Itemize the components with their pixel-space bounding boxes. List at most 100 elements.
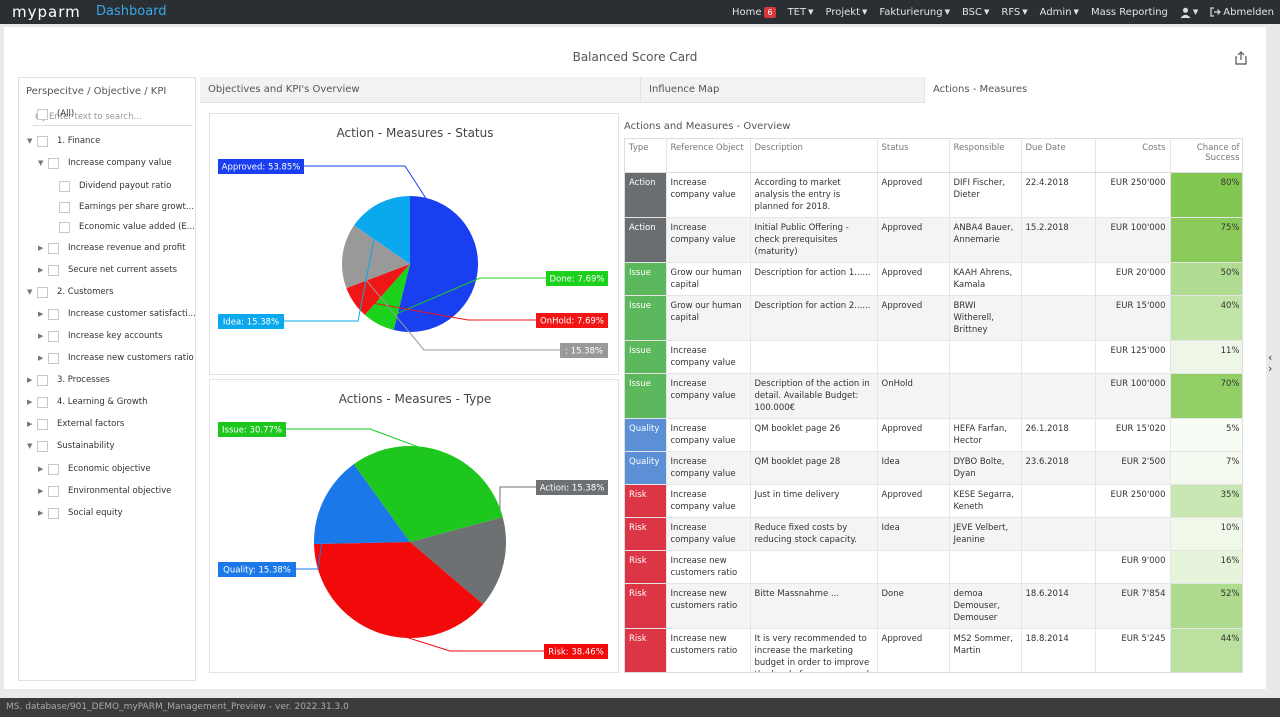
table-row[interactable]: Quality Increase company value QM booklet … (625, 418, 1242, 452)
table-row[interactable]: Issue Grow our human capital Description f… (625, 262, 1242, 296)
expand-right-icon[interactable]: ▶ (38, 310, 44, 318)
table-row[interactable]: Issue Increase company value Description o… (625, 373, 1242, 419)
tree-item[interactable]: (All) (27, 106, 74, 122)
app-logo[interactable]: myparm (12, 3, 81, 21)
tab-2[interactable]: Actions - Measures (924, 77, 1252, 103)
tree-item[interactable]: ▶ 4. Learning & Growth (27, 394, 148, 410)
share-icon[interactable] (1234, 51, 1248, 65)
column-header[interactable]: Reference Object (666, 139, 751, 173)
logout-button[interactable]: Abmelden (1210, 7, 1274, 18)
tree-checkbox[interactable] (48, 463, 59, 475)
table-row[interactable]: Risk Increase new customers ratio It is ve… (625, 628, 1242, 672)
tree-checkbox[interactable] (48, 242, 59, 254)
tab-0[interactable]: Objectives and KPI's Overview (208, 84, 360, 95)
table-row[interactable]: Risk Increase company value Just in time d… (625, 484, 1242, 518)
user-menu[interactable]: ▼ (1180, 7, 1198, 18)
chevron-left-icon[interactable]: ‹ (1268, 351, 1273, 364)
expand-right-icon[interactable]: ▶ (38, 266, 44, 274)
table-row[interactable]: Risk Increase company value Reduce fixed c… (625, 517, 1242, 551)
tree-checkbox[interactable] (37, 108, 48, 120)
tree-item[interactable]: Dividend payout ratio (49, 178, 171, 194)
table-row[interactable]: Action Increase company value According to… (625, 172, 1242, 218)
tree-item[interactable]: ▶ Economic objective (38, 461, 151, 477)
tree-item[interactable]: ▼ 2. Customers (27, 284, 114, 300)
tree-item[interactable]: ▶ External factors (27, 416, 124, 432)
expand-down-icon[interactable]: ▼ (27, 442, 33, 450)
pie-slice[interactable] (341, 225, 410, 289)
tree-checkbox[interactable] (59, 221, 70, 233)
nav-admin[interactable]: Admin ▼ (1040, 7, 1079, 18)
tree-item[interactable]: ▶ 3. Processes (27, 372, 110, 388)
column-header[interactable]: Status (877, 139, 950, 173)
table-row[interactable]: Risk Increase new customers ratio Bitte Ma… (625, 583, 1242, 629)
tree-item[interactable]: ▶ Environmental objective (38, 483, 171, 499)
pie-slice[interactable] (314, 464, 410, 544)
tree-item[interactable]: ▶ Increase customer satisfacti... (38, 306, 196, 322)
expand-right-icon[interactable]: ▶ (38, 354, 44, 362)
tree-checkbox[interactable] (48, 485, 59, 497)
tree-item[interactable]: ▶ Secure net current assets (38, 262, 177, 278)
tree-item[interactable]: ▶ Increase key accounts (38, 328, 163, 344)
nav-fakturierung[interactable]: Fakturierung ▼ (879, 7, 950, 18)
tree-item[interactable]: Earnings per share growt... (49, 199, 194, 215)
expand-right-icon[interactable]: ▶ (38, 244, 44, 252)
nav-rfs[interactable]: RFS ▼ (1001, 7, 1027, 18)
column-header[interactable]: Responsible (949, 139, 1022, 173)
expand-down-icon[interactable]: ▼ (27, 288, 33, 296)
table-row[interactable]: Issue Grow our human capital Description f… (625, 295, 1242, 341)
column-header[interactable]: Due Date (1021, 139, 1096, 173)
dashboard-title[interactable]: Dashboard (96, 4, 167, 19)
pie-slice[interactable] (364, 264, 410, 331)
tree-item[interactable]: ▶ Increase new customers ratio (38, 350, 194, 366)
pie-slice[interactable] (354, 196, 410, 264)
expand-right-icon[interactable]: ▶ (38, 487, 44, 495)
tree-checkbox[interactable] (37, 396, 48, 408)
nav-tet[interactable]: TET ▼ (788, 7, 814, 18)
tree-checkbox[interactable] (48, 157, 59, 169)
column-header[interactable]: Costs (1095, 139, 1171, 173)
expand-right-icon[interactable]: ▶ (27, 398, 33, 406)
table-row[interactable]: Risk Increase new customers ratio EUR 9'00… (625, 550, 1242, 584)
tree-item[interactable]: Economic value added (E... (49, 219, 195, 235)
tab-1[interactable]: Influence Map (640, 77, 924, 103)
tree-checkbox[interactable] (59, 201, 70, 213)
tree-checkbox[interactable] (37, 440, 48, 452)
nav-mass-reporting[interactable]: Mass Reporting (1091, 7, 1168, 18)
nav-home[interactable]: Home 6 (732, 6, 776, 18)
pie-slice[interactable] (410, 517, 507, 605)
tree-item[interactable]: ▼ Increase company value (38, 155, 172, 171)
pie-slice[interactable] (314, 542, 484, 639)
tree-checkbox[interactable] (37, 418, 48, 430)
actions-table[interactable]: Type Reference Object Description Status Res… (624, 138, 1243, 673)
tree-item[interactable]: ▼ 1. Finance (27, 133, 100, 149)
tree-checkbox[interactable] (48, 308, 59, 320)
expand-down-icon[interactable]: ▼ (27, 137, 33, 145)
column-header[interactable]: Description (750, 139, 878, 173)
table-row[interactable]: Issue Increase company value EUR 125'000 11… (625, 340, 1242, 374)
expand-down-icon[interactable]: ▼ (38, 159, 44, 167)
tree-checkbox[interactable] (48, 352, 59, 364)
tree-checkbox[interactable] (37, 286, 48, 298)
column-header[interactable]: Chance of Success (1170, 139, 1242, 173)
tree-item[interactable]: ▼ Sustainability (27, 438, 115, 454)
expand-right-icon[interactable]: ▶ (27, 420, 33, 428)
pie-slice[interactable] (393, 196, 479, 332)
nav-projekt[interactable]: Projekt ▼ (826, 7, 868, 18)
expand-right-icon[interactable]: ▶ (38, 332, 44, 340)
tree-checkbox[interactable] (59, 180, 70, 192)
nav-bsc[interactable]: BSC ▼ (962, 7, 989, 18)
expand-right-icon[interactable]: ▶ (27, 376, 33, 384)
table-row[interactable]: Quality Increase company value QM booklet … (625, 451, 1242, 485)
tree-checkbox[interactable] (37, 135, 48, 147)
tree-item[interactable]: ▶ Social equity (38, 505, 123, 521)
expand-right-icon[interactable]: ▶ (38, 465, 44, 473)
pie-slice[interactable] (346, 264, 410, 315)
tree-checkbox[interactable] (48, 507, 59, 519)
tree-checkbox[interactable] (48, 264, 59, 276)
tree-checkbox[interactable] (37, 374, 48, 386)
expand-right-icon[interactable]: ▶ (38, 509, 44, 517)
column-header[interactable]: Type (625, 139, 667, 173)
pie-slice[interactable] (353, 445, 503, 542)
table-row[interactable]: Action Increase company value Initial Publ… (625, 217, 1242, 263)
chevron-right-icon[interactable]: › (1268, 362, 1273, 375)
